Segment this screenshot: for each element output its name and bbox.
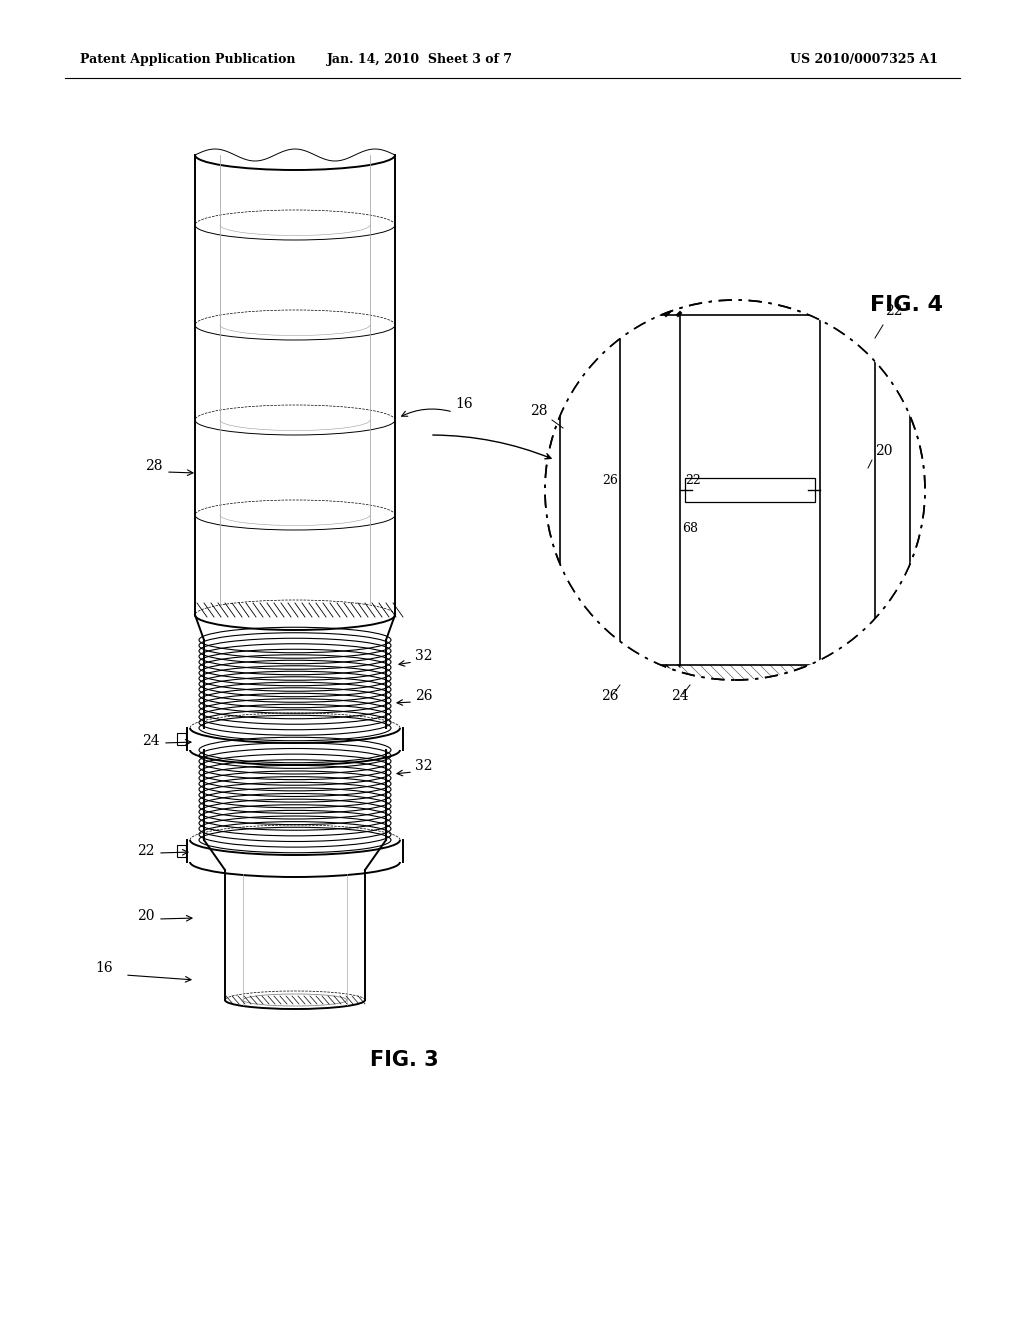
Text: Jan. 14, 2010  Sheet 3 of 7: Jan. 14, 2010 Sheet 3 of 7 xyxy=(327,54,513,66)
Text: Patent Application Publication: Patent Application Publication xyxy=(80,54,296,66)
Polygon shape xyxy=(560,315,910,665)
Text: 28: 28 xyxy=(530,404,548,418)
Text: FIG. 3: FIG. 3 xyxy=(370,1049,438,1071)
Text: FIG. 4: FIG. 4 xyxy=(870,294,943,315)
Text: US 2010/0007325 A1: US 2010/0007325 A1 xyxy=(790,54,938,66)
Text: 26: 26 xyxy=(601,689,618,704)
Text: 22: 22 xyxy=(137,843,155,858)
Bar xyxy=(177,845,186,857)
Polygon shape xyxy=(680,315,820,665)
Bar xyxy=(177,733,186,744)
Text: 24: 24 xyxy=(142,734,160,748)
Text: 22: 22 xyxy=(685,474,700,487)
Text: 32: 32 xyxy=(415,649,432,663)
Text: 26: 26 xyxy=(602,474,618,487)
Text: 20: 20 xyxy=(874,444,893,458)
Text: 24: 24 xyxy=(671,689,689,704)
Text: 16: 16 xyxy=(95,961,113,975)
Text: 68: 68 xyxy=(682,523,698,536)
Text: 16: 16 xyxy=(455,397,473,411)
Text: 22: 22 xyxy=(885,304,902,318)
Text: 26: 26 xyxy=(415,689,432,704)
Bar xyxy=(685,478,815,502)
Text: 28: 28 xyxy=(145,459,163,473)
Text: 20: 20 xyxy=(137,909,155,923)
Text: 32: 32 xyxy=(415,759,432,774)
